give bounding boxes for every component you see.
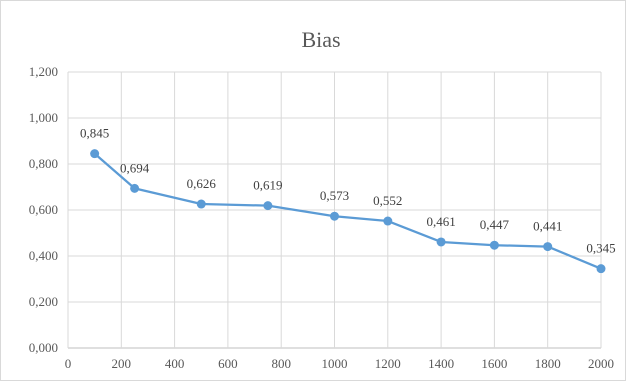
y-tick-label: 0,200 (29, 294, 58, 309)
data-labels: 0,845 0,694 0,626 0,619 0,573 0,552 0,461 0,447… (80, 126, 616, 256)
data-point (436, 237, 446, 247)
data-label: 0,552 (373, 193, 402, 208)
data-point (543, 242, 553, 252)
x-tick-label: 600 (218, 356, 238, 371)
data-label: 0,619 (253, 178, 282, 193)
data-label: 0,845 (80, 126, 109, 141)
y-tick-label: 1,000 (29, 110, 58, 125)
data-point (383, 216, 393, 226)
x-tick-label: 2000 (588, 356, 614, 371)
data-label: 0,573 (320, 188, 349, 203)
data-point (130, 183, 140, 193)
data-label: 0,345 (586, 241, 615, 256)
x-tick-label: 1800 (535, 356, 561, 371)
data-point (596, 264, 606, 274)
y-axis-tick-labels: 0,000 0,200 0,400 0,600 0,800 1,000 1,200 (29, 64, 58, 355)
data-label: 0,447 (480, 217, 510, 232)
x-tick-label: 0 (65, 356, 72, 371)
x-tick-label: 1000 (322, 356, 348, 371)
x-tick-label: 1400 (428, 356, 454, 371)
y-tick-label: 1,200 (29, 64, 58, 79)
x-tick-label: 200 (112, 356, 132, 371)
data-point (489, 240, 499, 250)
data-point (330, 211, 339, 221)
y-tick-label: 0,400 (29, 248, 58, 263)
data-label: 0,461 (426, 214, 455, 229)
x-tick-label: 400 (165, 356, 185, 371)
data-label: 0,694 (120, 160, 150, 175)
data-label: 0,626 (187, 176, 217, 191)
series-line (93, 152, 602, 270)
y-tick-label: 0,000 (29, 340, 58, 355)
chart-title: Bias (301, 27, 340, 52)
x-axis-tick-labels: 0 200 400 600 800 1000 1200 1400 1600 1800 2000 (65, 356, 614, 371)
data-point (90, 149, 100, 159)
x-tick-label: 1200 (375, 356, 401, 371)
data-point (263, 201, 273, 211)
series-line-path (93, 152, 602, 270)
x-tick-label: 800 (271, 356, 291, 371)
gridlines (67, 71, 602, 349)
data-label: 0,441 (533, 219, 562, 234)
data-point (196, 199, 206, 209)
x-tick-label: 1600 (481, 356, 507, 371)
data-points (90, 149, 606, 274)
y-tick-label: 0,600 (29, 202, 58, 217)
y-tick-label: 0,800 (29, 156, 58, 171)
